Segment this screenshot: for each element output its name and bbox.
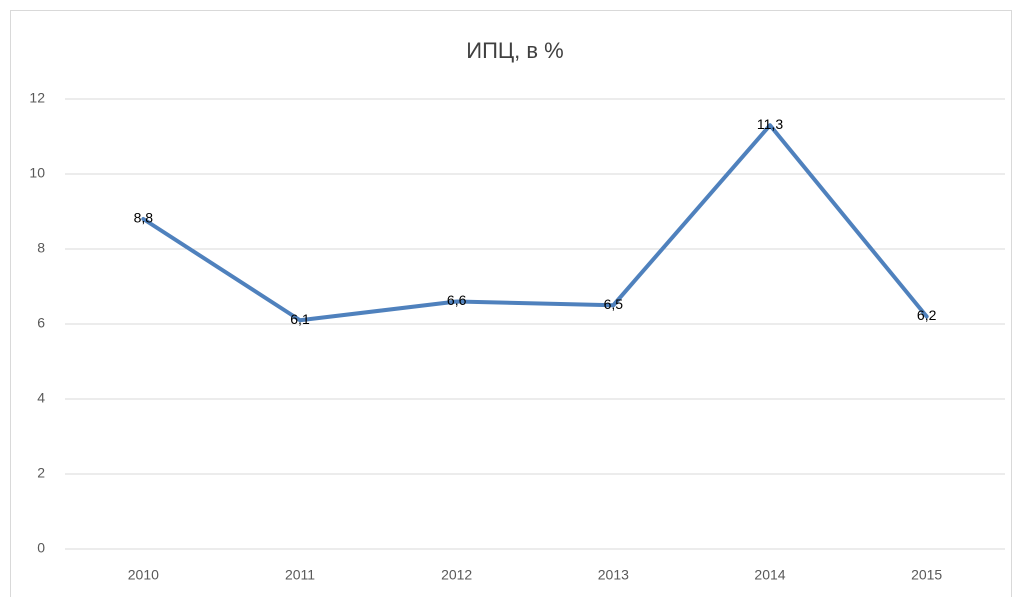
x-tick-label: 2014 [754,567,785,583]
data-line [141,123,929,323]
x-tick-label: 2013 [598,567,629,583]
data-label: 6,5 [604,296,624,312]
y-tick-label: 10 [29,165,45,181]
x-tick-label: 2010 [128,567,159,583]
y-tick-label: 2 [37,465,45,481]
chart-title: ИПЦ, в % [466,38,564,63]
data-label: 8,8 [134,210,154,226]
data-label: 6,2 [917,307,937,323]
y-tick-label: 12 [29,90,45,106]
y-tick-label: 0 [37,540,45,556]
y-tick-label: 6 [37,315,45,331]
y-tick-label: 4 [37,390,45,406]
x-tick-label: 2012 [441,567,472,583]
x-tick-label: 2015 [911,567,942,583]
data-label: 6,6 [447,292,467,308]
y-tick-label: 8 [37,240,45,256]
x-tick-label: 2011 [285,567,315,583]
data-label: 6,1 [290,311,310,327]
data-label: 11,3 [757,116,783,132]
